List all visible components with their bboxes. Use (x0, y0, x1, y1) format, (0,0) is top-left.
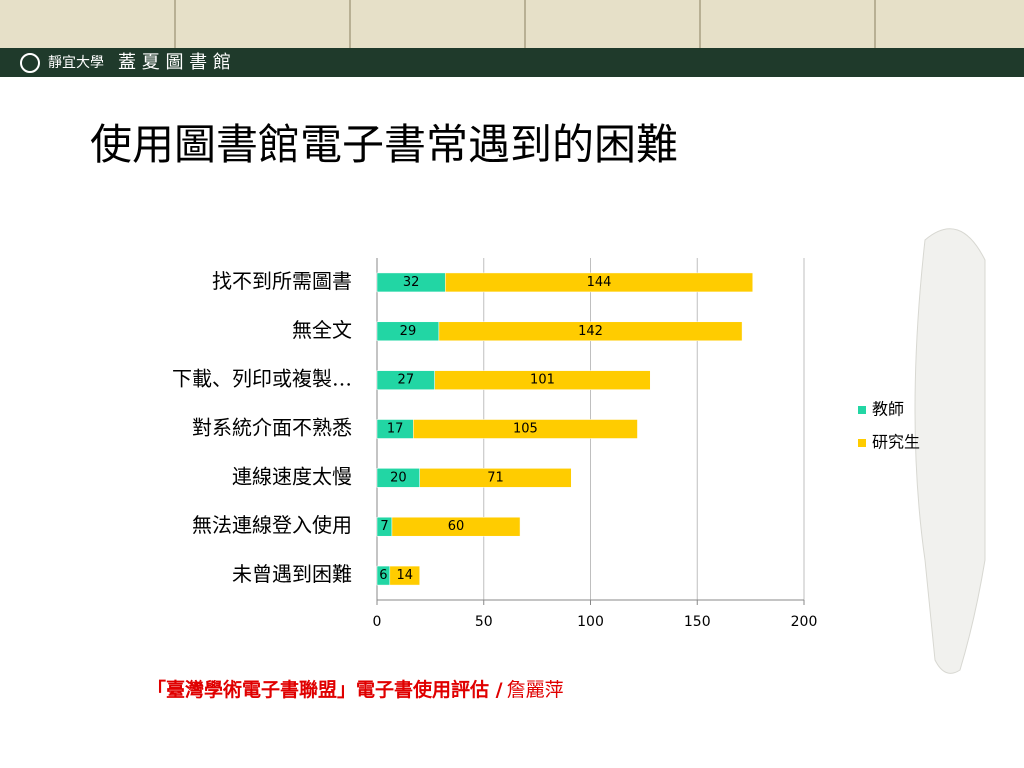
y-tick-label: 連線速度太慢 (232, 464, 352, 488)
y-tick-label: 無法連線登入使用 (192, 513, 352, 537)
x-tick-label: 0 (373, 614, 382, 630)
statue-decoration (914, 228, 986, 674)
data-label: 142 (578, 324, 603, 339)
y-tick-label: 對系統介面不熟悉 (192, 416, 352, 440)
bar-segment (438, 321, 743, 342)
header-dividers (174, 0, 876, 48)
y-tick-label: 未曾遇到困難 (232, 562, 352, 586)
x-tick-label: 100 (577, 614, 604, 630)
data-label: 60 (448, 519, 465, 534)
data-label: 32 (403, 275, 420, 290)
data-label: 7 (380, 519, 388, 534)
x-tick-label: 50 (475, 614, 493, 630)
legend-swatch (858, 406, 866, 414)
bar-segment (413, 419, 638, 439)
library-name: 蓋 夏 圖 書 館 (118, 52, 231, 73)
legend-label: 研究生 (872, 433, 920, 452)
bar-segment (445, 272, 754, 293)
bar-segment (389, 565, 420, 586)
header-band (0, 48, 1024, 77)
legend-label: 教師 (872, 400, 904, 419)
footer-author: 詹麗萍 (507, 679, 564, 701)
x-tick-label: 200 (791, 614, 818, 630)
bar-segment (434, 370, 651, 390)
data-label: 6 (379, 568, 387, 583)
data-label: 101 (530, 373, 555, 388)
data-label: 27 (398, 373, 415, 388)
chart-title: 使用圖書館電子書常遇到的困難 (90, 120, 678, 169)
data-label: 105 (513, 422, 538, 437)
header-texture (0, 0, 1024, 48)
x-tick-label: 150 (684, 614, 711, 630)
logo-mark (20, 53, 40, 73)
data-label: 14 (396, 568, 413, 583)
y-tick-label: 找不到所需圖書 (212, 269, 352, 293)
data-label: 17 (387, 422, 404, 437)
data-label: 20 (390, 470, 407, 485)
y-tick-label: 無全文 (292, 318, 352, 342)
data-label: 71 (487, 470, 504, 485)
university-name: 靜宜大學 (48, 55, 104, 71)
footer-source: 「臺灣學術電子書聯盟」電子書使用評估 / (147, 678, 503, 701)
legend-swatch (858, 439, 866, 447)
bar-segment (391, 516, 521, 537)
bar-segment (419, 468, 572, 488)
y-tick-label: 下載、列印或複製… (172, 367, 352, 391)
data-label: 29 (400, 324, 417, 339)
footer-citation: 「臺灣學術電子書聯盟」電子書使用評估 / 詹麗萍 (147, 678, 564, 701)
data-label: 144 (587, 275, 612, 290)
